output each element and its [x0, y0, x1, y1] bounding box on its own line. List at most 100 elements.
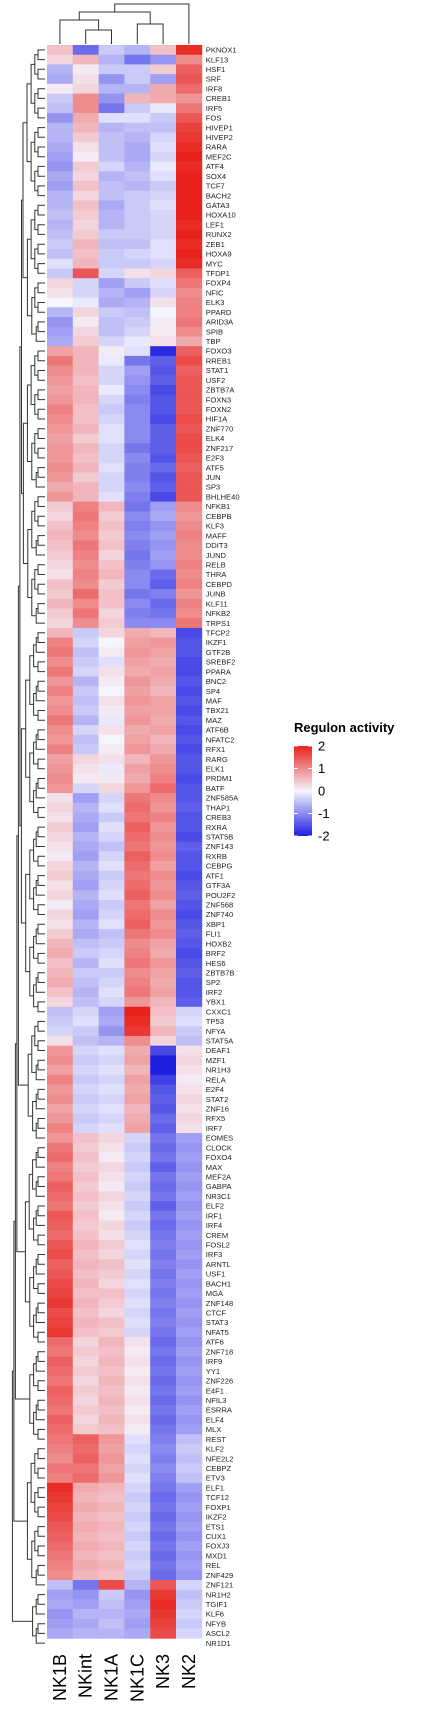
heatmap-cell — [98, 1579, 125, 1591]
heatmap-cell — [176, 1152, 203, 1163]
row-label: NFKB1 — [206, 502, 230, 511]
heatmap-cell — [98, 1142, 125, 1153]
row-label: BACH1 — [206, 1279, 231, 1288]
dendrogram-link — [136, 23, 164, 44]
heatmap-cell — [47, 948, 74, 959]
heatmap-cell — [124, 1181, 151, 1192]
heatmap-cell — [72, 1113, 99, 1124]
row-label: ZNF585A — [206, 794, 239, 803]
heatmap-cell — [150, 608, 177, 619]
heatmap-cell — [150, 54, 177, 65]
dendrogram-link — [37, 680, 45, 692]
row-label: PKNOX1 — [206, 46, 237, 55]
heatmap-cell — [150, 287, 177, 298]
heatmap-cell — [124, 287, 151, 298]
heatmap-cell — [72, 336, 99, 347]
heatmap-cell — [98, 501, 125, 512]
heatmap-cell — [98, 977, 125, 988]
heatmap-cell — [150, 1618, 177, 1629]
heatmap-cell — [150, 1249, 177, 1260]
row-label: YBX1 — [206, 998, 225, 1007]
heatmap-cell — [176, 1327, 203, 1338]
heatmap-cell — [72, 1366, 99, 1377]
heatmap-cell — [72, 686, 99, 697]
heatmap-cell — [72, 938, 99, 949]
heatmap-cell — [98, 1405, 125, 1416]
heatmap-cell — [176, 1375, 203, 1387]
heatmap-cell — [72, 1201, 99, 1212]
heatmap-cell — [47, 1239, 74, 1251]
heatmap-cell — [176, 831, 203, 843]
heatmap-cell — [124, 1570, 151, 1581]
dendrogram-link — [37, 107, 45, 119]
row-label: HIF1A — [206, 415, 228, 424]
dendrogram-link — [37, 408, 45, 420]
heatmap-cell — [176, 501, 203, 512]
heatmap-cell — [150, 190, 177, 201]
heatmap-cell — [150, 219, 177, 230]
row-label: IRF5 — [206, 104, 222, 113]
dendrogram-link — [37, 1234, 45, 1246]
row-label: STAT1 — [206, 366, 229, 375]
heatmap-cell — [150, 1026, 177, 1037]
dendrogram-link — [14, 1043, 30, 1400]
heatmap-cell — [150, 705, 177, 716]
heatmap-cell — [124, 1366, 151, 1377]
dendrogram-link — [37, 68, 45, 80]
heatmap-cell — [150, 1210, 177, 1221]
row-label: RFX5 — [206, 1114, 225, 1123]
heatmap-cell — [47, 1201, 74, 1212]
heatmap-cell — [150, 74, 177, 85]
heatmap-cell — [150, 1385, 177, 1396]
heatmap-cell — [72, 74, 99, 85]
heatmap-cell — [124, 870, 151, 881]
legend-tick-label: 0 — [318, 784, 325, 799]
heatmap-cell — [124, 423, 151, 435]
heatmap-cell — [150, 1298, 177, 1309]
row-label: FOXJ3 — [206, 1542, 230, 1551]
heatmap-cell — [150, 666, 177, 677]
heatmap-cell — [98, 229, 125, 240]
row-label: BACH2 — [206, 191, 231, 200]
heatmap-cell — [98, 336, 125, 347]
heatmap-cell — [98, 1045, 125, 1056]
heatmap-cell — [72, 190, 99, 201]
heatmap-cell — [176, 1045, 203, 1056]
heatmap-cell — [150, 1375, 177, 1387]
heatmap-cell — [72, 1599, 99, 1610]
heatmap-cell — [176, 1220, 203, 1231]
heatmap-cell — [124, 142, 151, 153]
heatmap-cell — [72, 569, 99, 580]
heatmap-cell — [47, 793, 74, 804]
heatmap-cells — [47, 45, 203, 1639]
heatmap-cell — [98, 1511, 125, 1523]
heatmap-cell — [150, 1045, 177, 1056]
row-label: ARID3A — [206, 318, 234, 327]
heatmap-cell — [124, 938, 151, 949]
heatmap-cell — [176, 132, 203, 143]
heatmap-cell — [98, 404, 125, 415]
heatmap-cell — [124, 307, 151, 318]
heatmap-cell — [150, 948, 177, 959]
heatmap-cell — [150, 997, 177, 1008]
heatmap-cell — [72, 1502, 99, 1513]
heatmap-cell — [72, 521, 99, 532]
heatmap-cell — [176, 1103, 203, 1115]
heatmap-cell — [47, 501, 74, 512]
heatmap-cell — [98, 725, 125, 736]
heatmap-cell — [98, 161, 125, 172]
dendrogram-link — [37, 1118, 45, 1129]
heatmap-cell — [47, 93, 74, 104]
row-label: RXRA — [206, 823, 228, 832]
heatmap-cell — [176, 287, 203, 298]
dendrogram-link — [29, 655, 34, 705]
heatmap-cell — [150, 793, 177, 804]
heatmap-cell — [98, 919, 125, 930]
heatmap-cell — [72, 1395, 99, 1406]
dendrogram-link — [37, 467, 45, 478]
heatmap-cell — [98, 870, 125, 881]
dendrogram-link — [37, 1428, 45, 1440]
heatmap-cell — [72, 1210, 99, 1221]
row-label: KLF13 — [206, 55, 228, 64]
heatmap-cell — [176, 929, 203, 940]
